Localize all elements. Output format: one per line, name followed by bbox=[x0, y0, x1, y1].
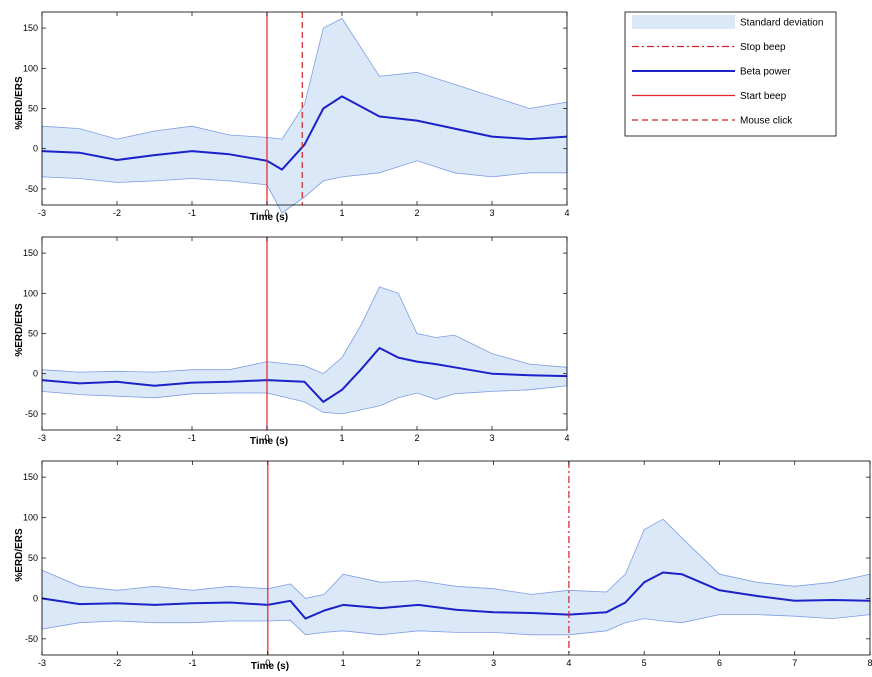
x-tick-label: 3 bbox=[491, 658, 496, 668]
chart-panel-1: -3 -2 -1 0 1 2 3 4 -50 0 50 100 150 Time (s) %ERD/ER… bbox=[14, 11, 570, 223]
y-tick-label: 100 bbox=[23, 63, 38, 73]
x-axis-label: Time (s) bbox=[250, 436, 288, 447]
x-tick-label: -3 bbox=[38, 658, 46, 668]
x-tick-label: 1 bbox=[339, 433, 344, 443]
legend-label-standard-deviation: Standard deviation bbox=[740, 18, 823, 29]
beta-power-line bbox=[41, 95, 568, 171]
y-tick-label: 50 bbox=[28, 553, 38, 563]
x-tick-label: -2 bbox=[113, 658, 121, 668]
legend: Standard deviation Stop beep Beta power Sta… bbox=[618, 8, 858, 166]
legend-swatch-standard-deviation bbox=[632, 15, 735, 29]
y-tick-label: 150 bbox=[23, 248, 38, 258]
x-tick-label: 8 bbox=[867, 658, 872, 668]
std-deviation-band bbox=[41, 286, 568, 415]
chart-panel-3: -3 -2 -1 0 1 2 3 4 5 6 7 8 -50 0 50 100 150 Time (s) %ER… bbox=[14, 460, 872, 672]
legend-label-beta-power: Beta power bbox=[740, 67, 791, 78]
x-tick-label: 0 bbox=[265, 658, 270, 668]
y-tick-label: -50 bbox=[25, 184, 38, 194]
y-tick-label: 100 bbox=[23, 513, 38, 523]
y-axis-label: %ERD/ERS bbox=[14, 76, 25, 130]
x-tick-label: -2 bbox=[113, 208, 121, 218]
x-tick-label: 0 bbox=[264, 208, 269, 218]
x-tick-label: 2 bbox=[414, 433, 419, 443]
x-tick-label: 6 bbox=[717, 658, 722, 668]
x-tick-label: -3 bbox=[38, 433, 46, 443]
y-tick-label: 0 bbox=[33, 144, 38, 154]
x-tick-label: 5 bbox=[642, 658, 647, 668]
y-tick-label: 100 bbox=[23, 288, 38, 298]
x-tick-label: 0 bbox=[264, 433, 269, 443]
x-axis-label: Time (s) bbox=[251, 661, 289, 672]
legend-box bbox=[624, 11, 837, 137]
x-tick-label: 4 bbox=[566, 658, 571, 668]
legend-label-mouse-click: Mouse click bbox=[740, 116, 793, 127]
y-tick-label: 50 bbox=[28, 104, 38, 114]
std-deviation-band bbox=[41, 518, 871, 636]
legend-label-start-beep: Start beep bbox=[740, 91, 787, 102]
x-tick-label: -1 bbox=[188, 433, 196, 443]
y-tick-label: 150 bbox=[23, 23, 38, 33]
x-tick-label: 1 bbox=[341, 658, 346, 668]
y-tick-label: 50 bbox=[28, 329, 38, 339]
x-tick-label: 4 bbox=[564, 208, 569, 218]
y-tick-label: -50 bbox=[25, 409, 38, 419]
y-axis-label: %ERD/ERS bbox=[14, 303, 25, 357]
beta-power-line bbox=[41, 347, 568, 403]
x-tick-label: 7 bbox=[792, 658, 797, 668]
beta-power-line bbox=[41, 571, 871, 620]
y-tick-label: 0 bbox=[33, 593, 38, 603]
x-tick-label: -3 bbox=[38, 208, 46, 218]
x-tick-label: 1 bbox=[339, 208, 344, 218]
x-axis-label: Time (s) bbox=[250, 212, 288, 223]
legend-label-stop-beep: Stop beep bbox=[740, 42, 786, 53]
std-deviation-band bbox=[41, 17, 568, 214]
y-axis-label: %ERD/ERS bbox=[14, 528, 25, 582]
x-tick-label: 3 bbox=[489, 208, 494, 218]
x-tick-label: -1 bbox=[189, 658, 197, 668]
chart-panel-2: -3 -2 -1 0 1 2 3 4 -50 0 50 100 150 Time (s) %ERD/ER… bbox=[14, 236, 570, 447]
x-tick-label: -2 bbox=[113, 433, 121, 443]
y-tick-label: 0 bbox=[33, 369, 38, 379]
y-tick-label: 150 bbox=[23, 472, 38, 482]
x-tick-label: -1 bbox=[188, 208, 196, 218]
y-tick-label: -50 bbox=[25, 634, 38, 644]
x-tick-label: 2 bbox=[414, 208, 419, 218]
x-tick-label: 2 bbox=[416, 658, 421, 668]
x-tick-label: 4 bbox=[564, 433, 569, 443]
x-tick-label: 3 bbox=[489, 433, 494, 443]
